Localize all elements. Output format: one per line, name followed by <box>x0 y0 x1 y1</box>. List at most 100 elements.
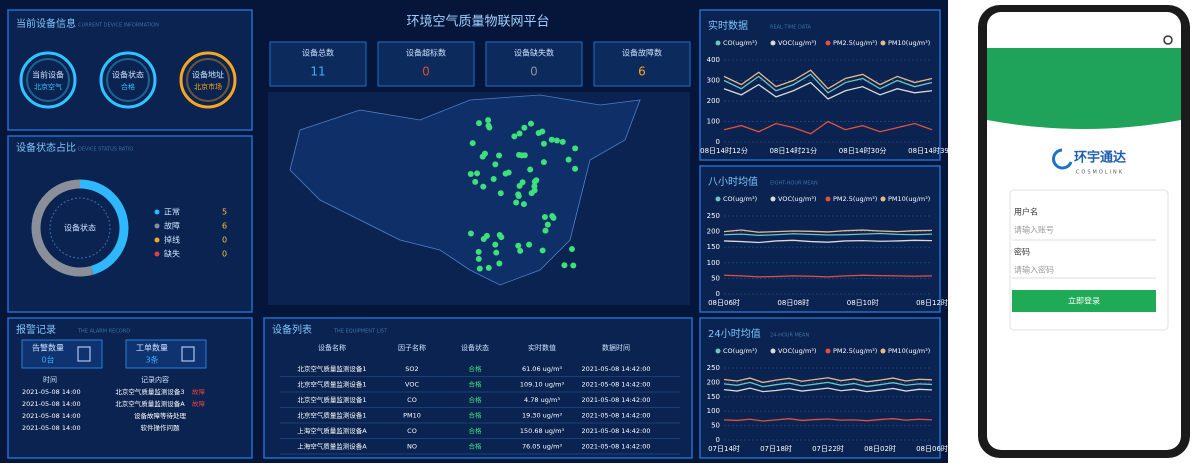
alarm-time: 2021-05-08 14:00 <box>22 424 81 432</box>
stat-value: 0 <box>422 65 430 79</box>
map-pin <box>527 166 534 173</box>
map-pin <box>502 170 509 177</box>
map-pin <box>480 183 487 190</box>
legend-name: 故障 <box>164 221 180 231</box>
map-pin <box>520 201 527 208</box>
device-label: 设备状态 <box>112 70 144 80</box>
alarm-header: 记录内容 <box>141 375 169 384</box>
panel <box>7 135 253 313</box>
list-header: 因子名称 <box>398 343 426 352</box>
map-pin <box>553 137 560 144</box>
device-ring <box>99 51 157 109</box>
map-pin <box>480 235 487 242</box>
map-pin <box>533 177 540 184</box>
map-pin <box>515 242 522 249</box>
map-pin <box>496 231 503 238</box>
legend-name: PM10(ug/m³) <box>888 39 930 47</box>
alarm-time: 2021-05-08 14:00 <box>22 388 81 396</box>
alarm-time: 2021-05-08 14:00 <box>22 412 81 420</box>
list-cell: 合格 <box>469 395 483 404</box>
phone-icon <box>1163 35 1173 45</box>
stat-label: 设备故障数 <box>622 48 662 58</box>
list-cell: 2021-05-08 14:42:00 <box>581 443 650 451</box>
legend-dot <box>154 223 160 229</box>
panel-title: 24小时均值 <box>708 327 761 340</box>
y-tick-label: 250 <box>707 364 720 372</box>
phone-header <box>987 48 1181 129</box>
map-pin <box>542 227 549 234</box>
device-label: 设备地址 <box>192 70 224 80</box>
legend-dot <box>825 40 831 46</box>
legend-name: 正常 <box>164 208 180 217</box>
device-value: 北京市场 <box>194 82 222 91</box>
list-cell: 2021-05-08 14:42:00 <box>581 412 650 420</box>
y-tick-label: 150 <box>707 243 720 251</box>
series-line <box>723 387 933 393</box>
stat-label: 设备总数 <box>302 48 334 58</box>
map-pin <box>527 120 534 127</box>
y-tick-label: 200 <box>707 97 720 105</box>
device-ring <box>179 51 237 109</box>
username-input[interactable]: 请输入账号 <box>1014 225 1054 235</box>
login-button[interactable] <box>1012 290 1156 312</box>
list-cell: 2021-05-08 14:42:00 <box>581 396 650 404</box>
login-button-label[interactable]: 立即登录 <box>1068 296 1100 306</box>
map-pin <box>485 264 492 271</box>
legend-dot <box>770 196 776 202</box>
series-line <box>723 81 933 100</box>
map-pin <box>541 214 548 221</box>
alarm-content: 设备故障等待处理 <box>134 411 187 420</box>
panel <box>7 9 253 131</box>
list-cell: 合格 <box>469 380 483 389</box>
panel <box>263 317 693 459</box>
summary-value: 3条 <box>145 355 158 365</box>
panel-subtitle: THE EQUIPMENT LIST <box>333 329 388 335</box>
panel-subtitle: 24-HOUR MEAN <box>770 333 809 339</box>
legend-name: CO(ug/m³) <box>723 39 757 47</box>
panel-subtitle: EIGHT-HOUR MEAN <box>770 181 818 187</box>
legend-value: 5 <box>222 208 227 217</box>
list-cell: 北京空气质量监测设备1 <box>297 380 366 389</box>
legend-value: 0 <box>222 250 227 259</box>
x-tick-label: 08日14时21分 <box>769 146 817 155</box>
panel <box>699 317 941 459</box>
series-line <box>723 120 933 135</box>
x-tick-label: 08日06时 <box>916 444 948 453</box>
donut-center: 设备状态 <box>64 223 96 233</box>
legend-value: 6 <box>222 222 227 231</box>
panel-title: 八小时均值 <box>708 175 758 188</box>
summary-icon <box>77 346 91 362</box>
stat-box <box>485 41 583 87</box>
panel-subtitle: DEVICE STATUS RATIO <box>78 147 133 153</box>
donut-segment <box>31 179 129 277</box>
x-tick-label: 08日10时 <box>847 298 879 307</box>
stat-box <box>269 41 367 87</box>
legend-name: PM10(ug/m³) <box>888 347 930 355</box>
stat-box <box>377 41 475 87</box>
map-pin <box>572 165 579 172</box>
list-header: 数据时间 <box>602 343 630 352</box>
password-input[interactable]: 请输入密码 <box>1014 265 1054 275</box>
x-tick-label: 08日14时12分 <box>700 146 748 155</box>
map-pin <box>496 152 503 159</box>
list-cell: 109.10 ug/m³ <box>520 381 565 389</box>
y-tick-label: 0 <box>716 290 720 298</box>
panel-subtitle: THE ALARM RECORD <box>77 329 130 335</box>
map-pin <box>515 191 522 198</box>
device-ring-inner <box>186 58 230 102</box>
list-cell: 合格 <box>469 364 483 373</box>
y-tick-label: 200 <box>707 378 720 386</box>
map-pin <box>531 187 538 194</box>
map-pin <box>559 138 566 145</box>
x-tick-label: 07日14时 <box>708 444 740 453</box>
brand-sub: COSMOLINK <box>1076 170 1124 176</box>
panel-title: 设备列表 <box>272 323 312 336</box>
y-tick-label: 50 <box>711 274 720 282</box>
donut-inner <box>49 197 111 259</box>
legend-dot <box>154 209 160 215</box>
legend-dot <box>880 348 886 354</box>
alarm-flag: 故障 <box>192 399 206 408</box>
map-pin <box>511 133 518 140</box>
legend-dot <box>880 196 886 202</box>
